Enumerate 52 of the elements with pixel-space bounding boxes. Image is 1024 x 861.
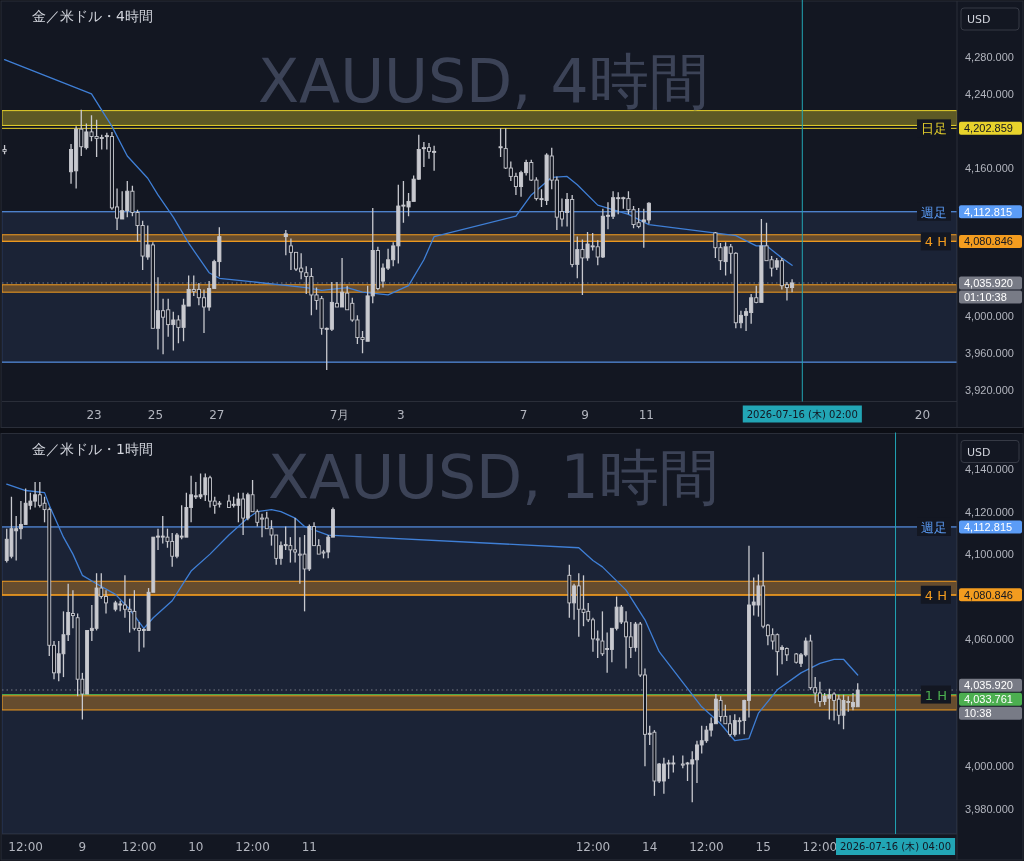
y-tick-label: 4,080.846 (964, 235, 1013, 248)
y-tick-label: 4,060.000 (965, 632, 1014, 645)
y-tick-label: 4,202.859 (964, 122, 1013, 135)
x-tick-label: 12:00 (802, 840, 838, 854)
x-tick-label: 11 (638, 407, 654, 422)
y-tick-label: 4,080.846 (964, 588, 1013, 601)
ref-line-label: 1 H (924, 687, 947, 703)
ref-line-label: 週足 (921, 519, 947, 535)
y-tick-label: 4,140.000 (965, 463, 1014, 476)
x-tick-label: 12:00 (8, 840, 43, 854)
ref-line-label: 日足 (921, 121, 947, 137)
y-tick-label: 4,240.000 (965, 87, 1014, 100)
x-tick-label: 12:00 (575, 840, 611, 854)
y-axis-title: USD (967, 13, 991, 26)
y-tick-label: 3,920.000 (965, 384, 1014, 397)
y-tick-label: 4,035.920 (964, 679, 1013, 692)
y-tick-label: 4,000.000 (965, 310, 1014, 323)
y-tick-label: 4,280.000 (965, 50, 1014, 63)
ref-line-label: 4 H (924, 587, 947, 603)
x-tick-label: 9 (581, 407, 589, 422)
ref-line-label: 週足 (921, 204, 947, 220)
y-tick-label: 4,112.815 (964, 205, 1013, 218)
y-tick-label: 3,980.000 (965, 802, 1014, 815)
x-tick-label: 27 (209, 407, 225, 422)
ref-line-label: 4 H (924, 234, 947, 250)
x-tick-label: 10 (188, 840, 204, 854)
chart-title: 金／米ドル・1時間 (32, 440, 153, 457)
y-tick-label: 4,160.000 (965, 162, 1014, 175)
y-axis-title: USD (967, 445, 991, 459)
x-tick-label: 7 (519, 407, 528, 422)
x-tick-label: 11 (301, 840, 317, 854)
x-tick-label: 20 (914, 407, 931, 422)
x-tick-label: 3 (397, 407, 405, 422)
x-tick-label: 12:00 (689, 840, 724, 854)
x-tick-label: 14 (642, 840, 658, 854)
y-tick-label: 4,120.000 (965, 505, 1014, 518)
y-tick-label: 4,035.920 (964, 276, 1013, 289)
x-tick-label: 9 (78, 840, 87, 854)
ref-line-label: 2026-07-16 (木) 02:00 (746, 408, 858, 420)
y-tick-label: 4,000.000 (965, 760, 1014, 773)
x-tick-label: 12:00 (235, 840, 270, 854)
chart-title: 金／米ドル・4時間 (32, 8, 153, 24)
x-tick-label: 12:00 (121, 840, 157, 854)
y-tick-label: 4,033.761 (964, 693, 1013, 706)
x-tick-label: 25 (147, 407, 164, 422)
y-tick-label: 4,112.815 (964, 520, 1013, 533)
y-tick-label: 4,100.000 (965, 548, 1014, 561)
x-tick-label: 7月 (329, 407, 350, 422)
x-tick-label: 15 (755, 840, 771, 854)
y-tick-label: 3,960.000 (965, 347, 1014, 360)
ref-line-label: 2026-07-16 (木) 04:00 (839, 841, 952, 852)
x-tick-label: 23 (86, 407, 102, 422)
